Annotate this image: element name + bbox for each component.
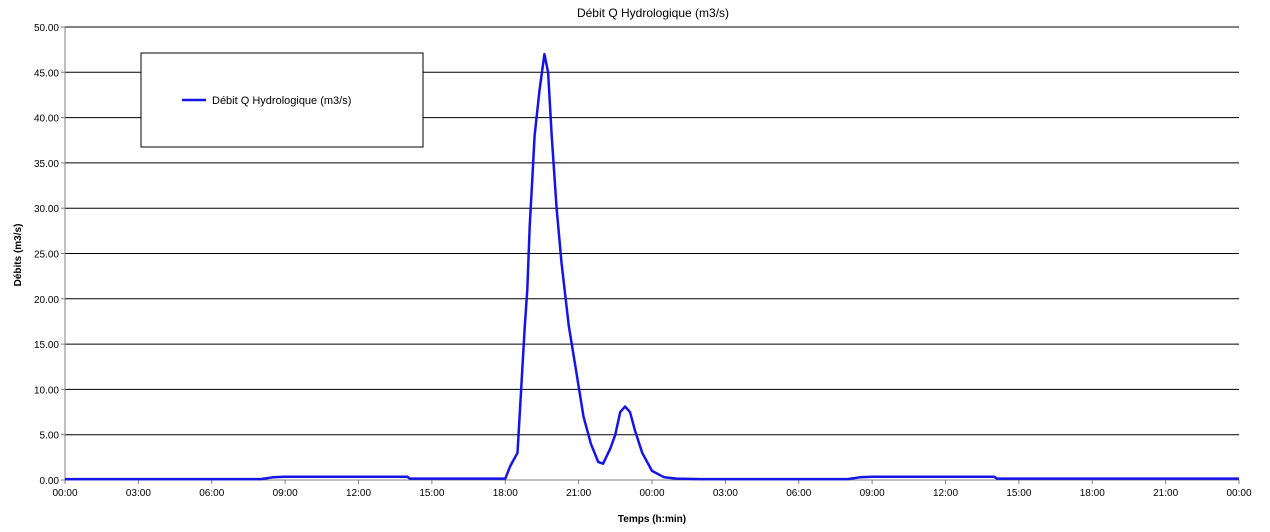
x-tick-label: 03:00 <box>713 488 738 499</box>
y-tick-label: 30.00 <box>34 204 59 215</box>
x-tick-label: 18:00 <box>493 488 518 499</box>
x-tick-label: 15:00 <box>419 488 444 499</box>
y-tick-label: 40.00 <box>34 114 59 125</box>
gridlines <box>65 26 1239 436</box>
y-tick-label: 35.00 <box>34 159 59 170</box>
y-tick-label: 5.00 <box>40 431 60 442</box>
x-tick-label: 09:00 <box>860 488 885 499</box>
x-tick-label: 00:00 <box>1226 488 1251 499</box>
y-tick-label: 15.00 <box>34 340 59 351</box>
y-tick-labels: 0.00 5.00 10.00 15.00 20.00 25.00 30.00 35.00 40… <box>34 23 65 487</box>
y-tick-label: 20.00 <box>34 295 59 306</box>
y-tick-label: 10.00 <box>34 385 59 396</box>
y-tick-label: 25.00 <box>34 250 59 261</box>
legend-box <box>140 52 424 148</box>
y-tick-label: 45.00 <box>34 68 59 79</box>
x-tick-label: 06:00 <box>786 488 811 499</box>
x-axis-title: Temps (h:min) <box>618 514 686 525</box>
x-tick-label: 12:00 <box>346 488 371 499</box>
series-line-debit <box>65 52 1239 481</box>
chart-title: Débit Q Hydrologique (m3/s) <box>577 6 729 20</box>
x-tick-label: 06:00 <box>199 488 224 499</box>
x-tick-label: 00:00 <box>52 488 77 499</box>
legend: Débit Q Hydrologique (m3/s) <box>140 52 424 148</box>
x-tick-label: 18:00 <box>1080 488 1105 499</box>
x-tick-label: 09:00 <box>273 488 298 499</box>
x-tick-labels: 00:00 03:00 06:00 09:00 12:00 15:00 18:00 21:00… <box>52 480 1252 499</box>
y-tick-label: 0.00 <box>40 476 60 487</box>
x-tick-label: 12:00 <box>933 488 958 499</box>
x-tick-label: 21:00 <box>1153 488 1178 499</box>
x-tick-label: 21:00 <box>566 488 591 499</box>
x-tick-label: 15:00 <box>1006 488 1031 499</box>
legend-label: Débit Q Hydrologique (m3/s) <box>212 95 351 107</box>
x-tick-label: 00:00 <box>639 488 664 499</box>
y-tick-label: 50.00 <box>34 23 59 34</box>
x-tick-label: 03:00 <box>126 488 151 499</box>
y-axis-title: Débits (m3/s) <box>13 224 24 287</box>
